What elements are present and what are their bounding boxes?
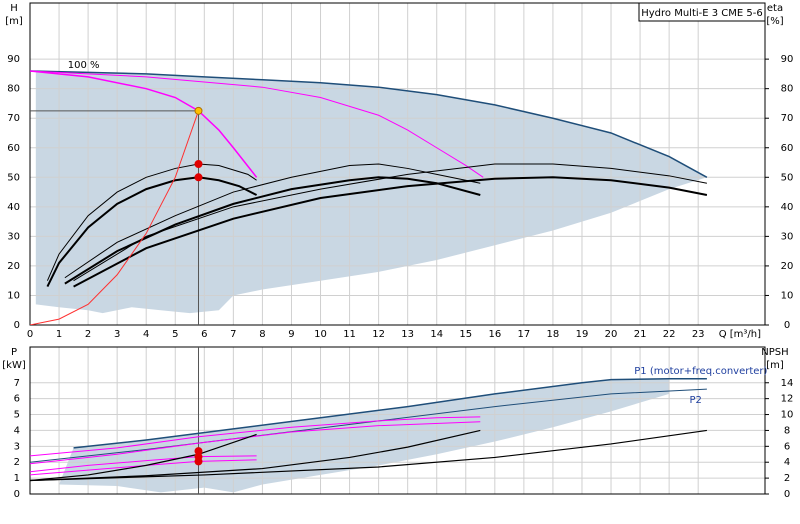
annotation: P2	[689, 395, 701, 406]
title-box	[638, 2, 766, 22]
duty-point	[194, 160, 203, 168]
y-tick-label: 0	[14, 320, 20, 331]
x-tick-label: 23	[692, 329, 705, 340]
curve	[30, 70, 484, 178]
annotation: P1 (motor+freq.converter)	[634, 366, 767, 377]
y2-tick-label: 80	[781, 84, 794, 95]
curve	[30, 429, 481, 482]
x-tick-label: 3	[114, 329, 120, 340]
y-tick-label: 70	[7, 113, 20, 124]
curve	[30, 421, 481, 465]
y-tick-label: 3	[14, 441, 20, 452]
y-axis-unit: [kW]	[2, 360, 26, 371]
curve	[73, 176, 708, 288]
x-tick-label: 12	[372, 329, 385, 340]
y-tick-label: 80	[7, 84, 20, 95]
x-tick-label: 10	[314, 329, 327, 340]
y-tick-label: 40	[7, 202, 20, 213]
y-tick-label: 10	[7, 290, 20, 301]
x-tick-label: 17	[518, 329, 531, 340]
x-tick-label: 21	[634, 329, 647, 340]
y2-tick-label: 14	[781, 378, 794, 389]
y-tick-label: 50	[7, 172, 20, 183]
x-tick-label: 20	[605, 329, 618, 340]
curve	[30, 416, 481, 457]
x-tick-label: 6	[201, 329, 207, 340]
curve	[30, 429, 707, 482]
y-axis-label: P	[11, 347, 17, 358]
y-axis-label: H	[10, 3, 18, 14]
y2-tick-label: 30	[781, 231, 794, 242]
y-tick-label: 30	[7, 231, 20, 242]
x-tick-label: 11	[343, 329, 356, 340]
y2-tick-label: 4	[784, 457, 790, 468]
y-tick-label: 1	[14, 473, 20, 484]
y2-tick-label: 50	[781, 172, 794, 183]
x-tick-label: 7	[230, 329, 236, 340]
y-tick-label: 5	[14, 410, 20, 421]
curve	[64, 176, 481, 285]
y2-tick-label: 2	[784, 473, 790, 484]
duty-point	[194, 173, 203, 182]
x-tick-label: 22	[663, 329, 676, 340]
y2-axis-unit: [%]	[766, 16, 783, 27]
x-tick-label: 15	[459, 329, 472, 340]
curve	[46, 163, 257, 281]
curve	[30, 110, 199, 325]
curve	[46, 176, 258, 288]
x-tick-label: 1	[56, 329, 62, 340]
y-tick-label: 2	[14, 457, 20, 468]
y2-tick-label: 0	[784, 489, 790, 500]
annotation: 100 %	[68, 60, 100, 71]
y2-tick-label: 0	[784, 320, 790, 331]
plot-frame	[29, 2, 766, 326]
y-tick-label: 4	[14, 425, 20, 436]
y-tick-label: 60	[7, 143, 20, 154]
operating-range	[59, 378, 670, 493]
y2-tick-label: 10	[781, 290, 794, 301]
y2-tick-label: 70	[781, 113, 794, 124]
y2-tick-label: 10	[781, 410, 794, 421]
duty-point	[194, 106, 203, 115]
y2-tick-label: 90	[781, 54, 794, 65]
x-tick-label: 13	[401, 329, 414, 340]
y-tick-label: 7	[14, 378, 20, 389]
y2-tick-label: 60	[781, 143, 794, 154]
x-tick-label: 2	[85, 329, 91, 340]
chart-title: Hydro Multi-E 3 CME 5-6	[641, 8, 763, 19]
x-axis-label: Q [m³/h]	[719, 329, 761, 340]
x-tick-label: 19	[576, 329, 589, 340]
x-tick-label: 4	[143, 329, 149, 340]
y2-axis-label: eta	[767, 3, 783, 14]
y2-tick-label: 20	[781, 261, 794, 272]
y-tick-label: 20	[7, 261, 20, 272]
y2-tick-label: 40	[781, 202, 794, 213]
curve	[73, 378, 707, 449]
curve	[30, 70, 708, 178]
y-tick-label: 6	[14, 394, 20, 405]
curve	[30, 433, 257, 482]
x-tick-label: 9	[288, 329, 294, 340]
x-tick-label: 14	[430, 329, 443, 340]
y2-tick-label: 6	[784, 441, 790, 452]
y-axis-unit: [m]	[5, 16, 23, 27]
curve	[73, 163, 707, 282]
y2-tick-label: 8	[784, 425, 790, 436]
y-tick-label: 90	[7, 54, 20, 65]
y2-axis-unit: [m]	[766, 360, 784, 371]
x-tick-label: 18	[547, 329, 560, 340]
x-tick-label: 8	[259, 329, 265, 340]
x-tick-label: 5	[172, 329, 178, 340]
y2-tick-label: 12	[781, 394, 794, 405]
y2-axis-label: NPSH	[761, 347, 788, 358]
curve	[64, 163, 481, 279]
y-tick-label: 0	[14, 489, 20, 500]
curve	[30, 70, 258, 178]
x-tick-label: 16	[488, 329, 501, 340]
curve	[30, 455, 257, 473]
plot-frame	[29, 346, 766, 495]
x-tick-label: 0	[27, 329, 33, 340]
duty-point	[194, 457, 203, 466]
